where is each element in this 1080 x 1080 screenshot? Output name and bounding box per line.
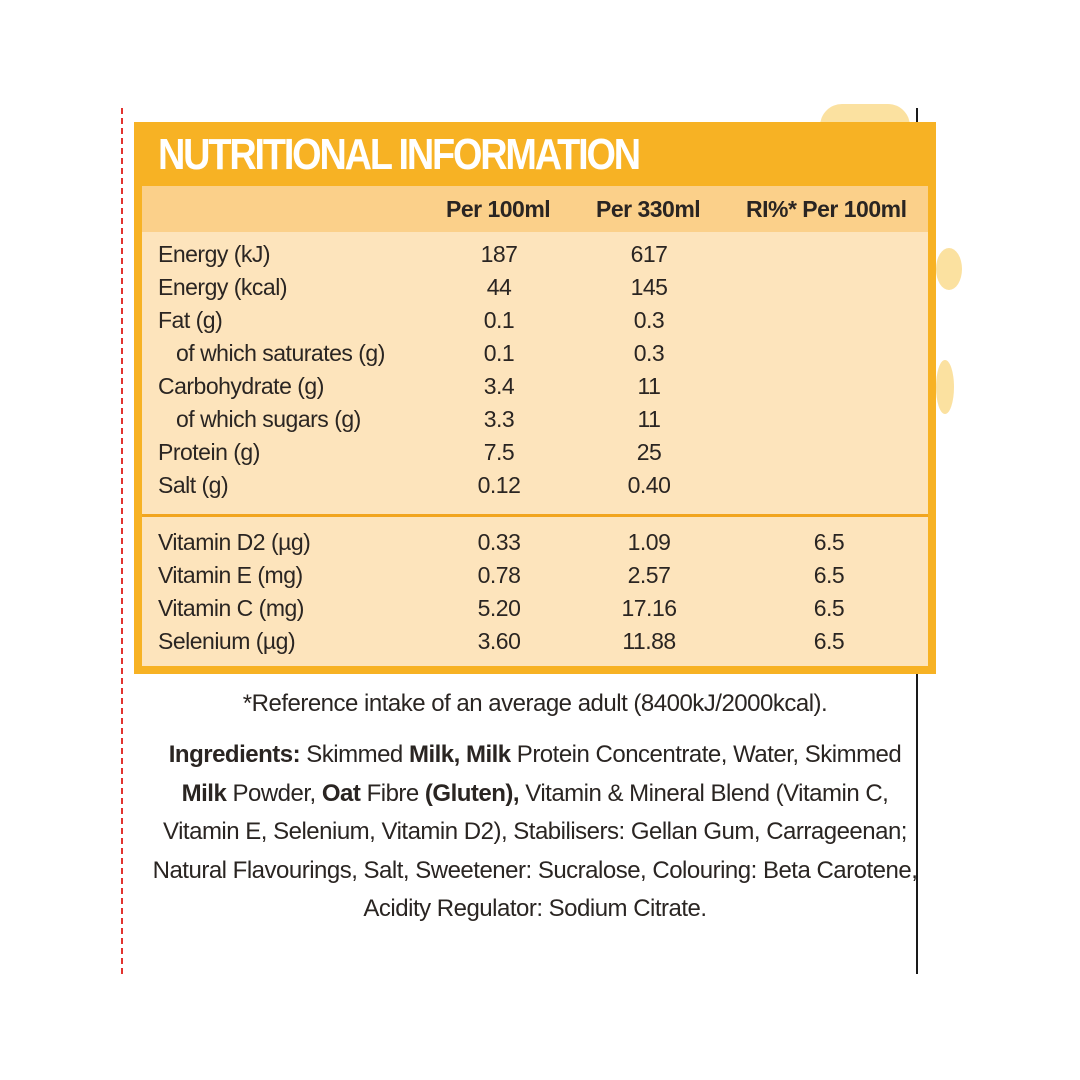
nutrient-label: Energy (kJ) (158, 241, 271, 267)
value-per-100ml: 5.20 (477, 595, 521, 621)
value-ri-percent: 6.5 (813, 562, 845, 588)
value-per-100ml: 3.3 (483, 406, 515, 432)
value-per-330ml: 11 (637, 373, 661, 399)
value-per-100ml: 44 (486, 274, 512, 300)
value-per-330ml: 2.57 (627, 562, 671, 588)
nutrition-title: NUTRITIONAL INFORMATION (158, 130, 641, 179)
value-ri-percent: 6.5 (813, 529, 845, 555)
value-per-330ml: 0.3 (633, 307, 665, 333)
vitamin-label: Selenium (µg) (158, 628, 296, 654)
table-row: Vitamin E (mg) 0.78 2.57 6.5 (142, 559, 928, 592)
value-per-100ml: 0.78 (477, 562, 521, 588)
ingredients-part: Protein Concentrate, Water, Skimmed (510, 741, 902, 768)
value-per-330ml: 11 (637, 406, 661, 432)
background-artwork-shape (936, 248, 962, 290)
section-divider (142, 514, 928, 517)
value-per-330ml: 0.40 (627, 472, 671, 498)
reference-intake-note: *Reference intake of an average adult (8… (242, 690, 828, 717)
nutrient-label: Energy (kcal) (158, 274, 287, 300)
value-per-330ml: 0.3 (633, 340, 665, 366)
table-row: Protein (g) 7.5 25 (142, 436, 928, 469)
table-row: Energy (kcal) 44 145 (142, 271, 928, 304)
value-per-100ml: 187 (480, 241, 518, 267)
table-row: Carbohydrate (g) 3.4 11 (142, 370, 928, 403)
value-per-100ml: 0.1 (483, 307, 515, 333)
value-per-100ml: 0.1 (483, 340, 515, 366)
value-per-100ml: 3.60 (477, 628, 521, 654)
table-row: of which saturates (g) 0.1 0.3 (142, 337, 928, 370)
value-ri-percent: 6.5 (813, 628, 845, 654)
table-row: Vitamin D2 (µg) 0.33 1.09 6.5 (142, 526, 928, 559)
value-per-100ml: 3.4 (483, 373, 515, 399)
value-per-330ml: 11.88 (622, 628, 676, 654)
value-per-330ml: 1.09 (627, 529, 671, 555)
value-per-330ml: 617 (630, 241, 668, 267)
background-artwork-shape (936, 360, 954, 414)
value-per-330ml: 145 (630, 274, 668, 300)
value-per-100ml: 0.33 (477, 529, 521, 555)
value-per-330ml: 17.16 (621, 595, 677, 621)
value-per-100ml: 7.5 (483, 439, 515, 465)
value-per-100ml: 0.12 (477, 472, 521, 498)
ingredients-part: Powder, (226, 779, 322, 807)
nutrient-label: Salt (g) (158, 472, 229, 498)
vitamin-label: Vitamin D2 (µg) (158, 529, 311, 555)
vitamin-label: Vitamin C (mg) (158, 595, 304, 621)
nutrition-panel: NUTRITIONAL INFORMATION Per 100ml Per 33… (134, 122, 936, 674)
nutrient-label: Fat (g) (158, 307, 223, 333)
allergen-text: (Gluten), (424, 779, 520, 807)
table-row: Salt (g) 0.12 0.40 (142, 469, 928, 502)
nutrition-table-body: Energy (kJ) 187 617 Energy (kcal) 44 145… (142, 232, 928, 666)
value-per-330ml: 25 (636, 439, 662, 465)
column-header-per-100ml: Per 100ml (446, 196, 551, 222)
allergen-text: Milk, Milk (408, 741, 511, 768)
table-row: Selenium (µg) 3.60 11.88 6.5 (142, 625, 928, 658)
nutrient-label: of which sugars (g) (176, 406, 361, 432)
ingredients-heading: Ingredients: (168, 741, 301, 768)
vitamin-label: Vitamin E (mg) (158, 562, 303, 588)
ingredients-text: Ingredients: Skimmed Milk, Milk Protein … (150, 736, 920, 929)
column-header-per-330ml: Per 330ml (596, 196, 701, 222)
table-row: Vitamin C (mg) 5.20 17.16 6.5 (142, 592, 928, 625)
nutrient-label: Carbohydrate (g) (158, 373, 324, 399)
table-row: Energy (kJ) 187 617 (142, 238, 928, 271)
ingredients-part: Fibre (360, 779, 425, 807)
column-header-row: Per 100ml Per 330ml RI%* Per 100ml (142, 186, 928, 232)
table-row: Fat (g) 0.1 0.3 (142, 304, 928, 337)
ingredients-part: Skimmed (300, 741, 409, 768)
nutrient-label: of which saturates (g) (176, 340, 385, 366)
value-ri-percent: 6.5 (813, 595, 845, 621)
ingredients-part: Vitamin & Mineral Blend (Vitamin C, Vita… (152, 779, 918, 923)
cut-guide-line (121, 108, 123, 974)
column-header-ri-percent: RI%* Per 100ml (746, 196, 907, 222)
allergen-text: Milk (181, 779, 227, 807)
table-row: of which sugars (g) 3.3 11 (142, 403, 928, 436)
nutrient-label: Protein (g) (158, 439, 260, 465)
allergen-text: Oat (321, 779, 361, 807)
